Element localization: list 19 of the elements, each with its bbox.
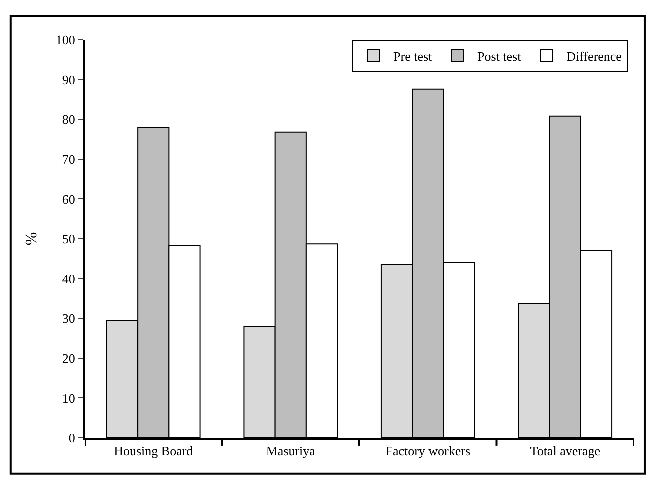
y-tick-label: 50	[62, 232, 76, 247]
y-tick-label: 100	[56, 32, 76, 48]
x-tick-label: Total average	[530, 444, 601, 459]
legend-label: Difference	[566, 49, 622, 64]
x-tick-label: Factory workers	[386, 444, 471, 459]
x-tick-label: Masuriya	[266, 444, 316, 459]
legend-label: Post test	[478, 49, 522, 64]
y-tick-label: 20	[62, 350, 76, 366]
y-tick-label: 60	[62, 192, 76, 207]
y-tick-label: 80	[62, 112, 76, 128]
x-tick-label: Housing Board	[114, 444, 194, 459]
y-tick-label: 30	[62, 311, 76, 326]
legend-label: Pre test	[394, 49, 433, 64]
y-axis-title: %	[23, 232, 40, 246]
y-tick-label: 90	[62, 72, 76, 88]
y-tick-label: 10	[62, 390, 76, 406]
y-tick-label: 0	[68, 430, 76, 446]
y-tick-label: 40	[62, 271, 76, 286]
y-tick-label: 70	[62, 152, 76, 167]
